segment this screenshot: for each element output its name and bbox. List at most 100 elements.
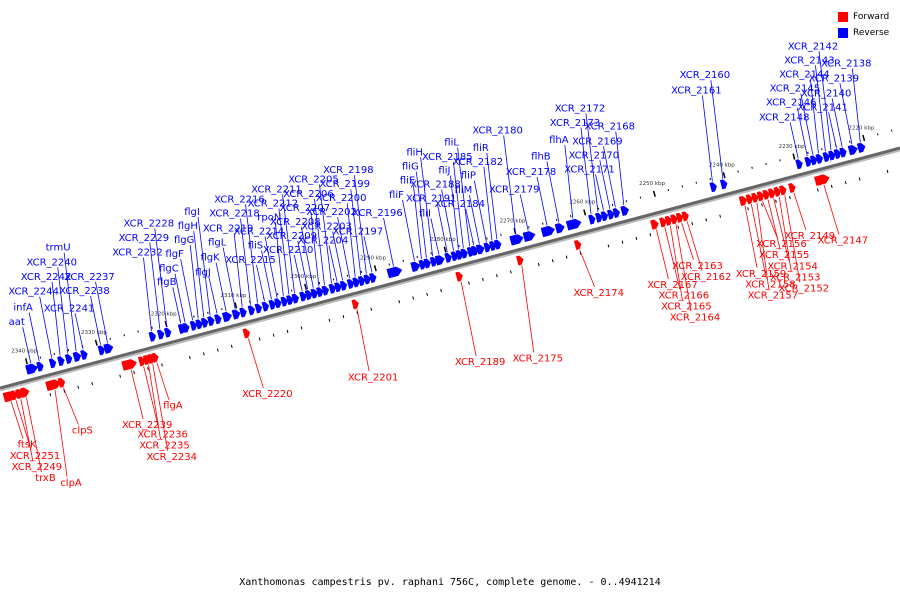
reverse-gene-label: XCR_2242 bbox=[21, 272, 72, 283]
minor-tick bbox=[789, 195, 791, 200]
reverse-gene-label: flgB bbox=[157, 277, 177, 288]
reverse-leader-line bbox=[818, 51, 832, 150]
forward-leader-line bbox=[63, 387, 79, 425]
minor-tick bbox=[537, 262, 540, 267]
reverse-gene-arrow bbox=[488, 240, 497, 252]
forward-leader-line bbox=[823, 184, 840, 235]
minor-tick bbox=[551, 259, 554, 263]
reverse-gene-label: XCR_2244 bbox=[8, 287, 59, 298]
forward-gene-label: XCR_2154 bbox=[767, 261, 818, 272]
forward-gene-arrow bbox=[455, 271, 463, 282]
forward-leader-line bbox=[778, 196, 792, 272]
forward-gene-arrow bbox=[515, 255, 524, 266]
forward-gene-label: XCR_2165 bbox=[661, 301, 712, 312]
reverse-gene-arrow bbox=[334, 282, 342, 293]
reverse-gene-arrow bbox=[612, 208, 620, 219]
reverse-gene-label: XCR_2215 bbox=[225, 255, 276, 266]
reverse-gene-label: fliE bbox=[400, 176, 415, 187]
reverse-gene-arrow bbox=[815, 153, 824, 164]
tick-label: 2320 kbp bbox=[151, 311, 177, 317]
reverse-gene-label: XCR_2161 bbox=[671, 85, 722, 96]
minor-tick bbox=[751, 166, 753, 169]
forward-gene-label: XCR_2251 bbox=[10, 451, 61, 462]
forward-gene-arrow bbox=[675, 212, 684, 223]
reverse-gene-arrow bbox=[839, 147, 847, 158]
legend-reverse-label: Reverse bbox=[853, 28, 890, 38]
reverse-leader-line bbox=[297, 240, 309, 290]
forward-gene-arrow bbox=[773, 186, 781, 197]
minor-tick bbox=[830, 184, 833, 188]
forward-gene-label: XCR_2152 bbox=[779, 283, 830, 294]
genome-backbone bbox=[0, 146, 900, 390]
minor-tick bbox=[509, 270, 512, 274]
reverse-leader-line bbox=[328, 245, 338, 282]
reverse-gene-arrow bbox=[148, 331, 157, 342]
reverse-gene-arrow bbox=[254, 303, 263, 314]
minor-tick bbox=[39, 356, 42, 359]
reverse-leader-line bbox=[256, 264, 265, 301]
minor-tick bbox=[416, 255, 418, 259]
reverse-gene-label: XCR_2145 bbox=[770, 84, 821, 95]
reverse-gene-label: XCR_2209 bbox=[266, 231, 317, 242]
reverse-gene-label: XCR_2206 bbox=[283, 189, 334, 200]
reverse-leader-line bbox=[415, 171, 427, 258]
reverse-gene-label: flgH bbox=[178, 221, 198, 232]
reverse-gene-label: flhB bbox=[531, 151, 551, 162]
legend-forward: Forward bbox=[838, 9, 889, 25]
forward-gene-arrow bbox=[664, 215, 673, 226]
reverse-gene-label: XCR_2211 bbox=[251, 184, 302, 195]
forward-leader-line bbox=[579, 249, 596, 288]
minor-tick bbox=[77, 385, 80, 389]
reverse-gene-label: XCR_2180 bbox=[472, 125, 523, 136]
minor-tick bbox=[779, 159, 781, 162]
forward-gene-arrow bbox=[738, 195, 748, 207]
forward-gene-label: XCR_2236 bbox=[137, 429, 188, 440]
minor-tick bbox=[290, 289, 293, 292]
reverse-leader-line bbox=[710, 80, 724, 179]
tick-label: 2330 kbp bbox=[81, 330, 107, 336]
reverse-gene-arrow bbox=[357, 275, 366, 287]
tick-mark bbox=[862, 134, 866, 142]
minor-tick bbox=[565, 255, 568, 259]
reverse-gene-arrow bbox=[291, 293, 300, 304]
forward-gene-arrow bbox=[137, 356, 146, 367]
reverse-gene-label: aat bbox=[9, 317, 25, 328]
forward-leader-line bbox=[26, 397, 42, 473]
minor-tick bbox=[318, 282, 321, 285]
reverse-gene-label: XCR_2170 bbox=[569, 150, 620, 161]
tick-label: 2260 kbp bbox=[569, 200, 595, 206]
reverse-leader-line bbox=[800, 93, 814, 155]
minor-tick bbox=[677, 225, 680, 229]
reverse-leader-line bbox=[261, 250, 272, 300]
minor-tick bbox=[189, 355, 191, 360]
forward-gene-arrow bbox=[756, 191, 765, 202]
reverse-leader-line bbox=[599, 160, 611, 209]
reverse-gene-arrow bbox=[475, 244, 485, 255]
reverse-gene-label: infA bbox=[13, 303, 33, 314]
forward-leader-line bbox=[356, 309, 370, 372]
reverse-leader-line bbox=[174, 273, 186, 323]
reverse-gene-label: XCR_2203 bbox=[301, 222, 352, 233]
reverse-leader-line bbox=[468, 195, 480, 244]
reverse-leader-line bbox=[39, 296, 53, 358]
reverse-leader-line bbox=[789, 122, 799, 159]
reverse-leader-line bbox=[222, 247, 236, 309]
forward-gene-arrow bbox=[242, 328, 251, 339]
forward-leader-line bbox=[130, 369, 144, 420]
reverse-gene-arrow bbox=[423, 258, 431, 269]
forward-gene-label: XCR_2149 bbox=[785, 231, 836, 242]
reverse-gene-arrow bbox=[339, 280, 348, 291]
reverse-gene-arrow bbox=[315, 287, 324, 298]
reverse-gene-label: fliI bbox=[419, 208, 431, 219]
reverse-gene-label: flgG bbox=[174, 235, 194, 246]
forward-gene-arrow bbox=[788, 182, 796, 194]
forward-gene-arrow bbox=[45, 379, 61, 392]
forward-gene-label: XCR_2158 bbox=[745, 280, 796, 291]
reverse-gene-arrow bbox=[493, 239, 502, 250]
reverse-leader-line bbox=[851, 68, 861, 143]
minor-tick bbox=[119, 374, 122, 378]
minor-tick bbox=[496, 274, 498, 278]
forward-gene-arrow bbox=[762, 189, 770, 200]
